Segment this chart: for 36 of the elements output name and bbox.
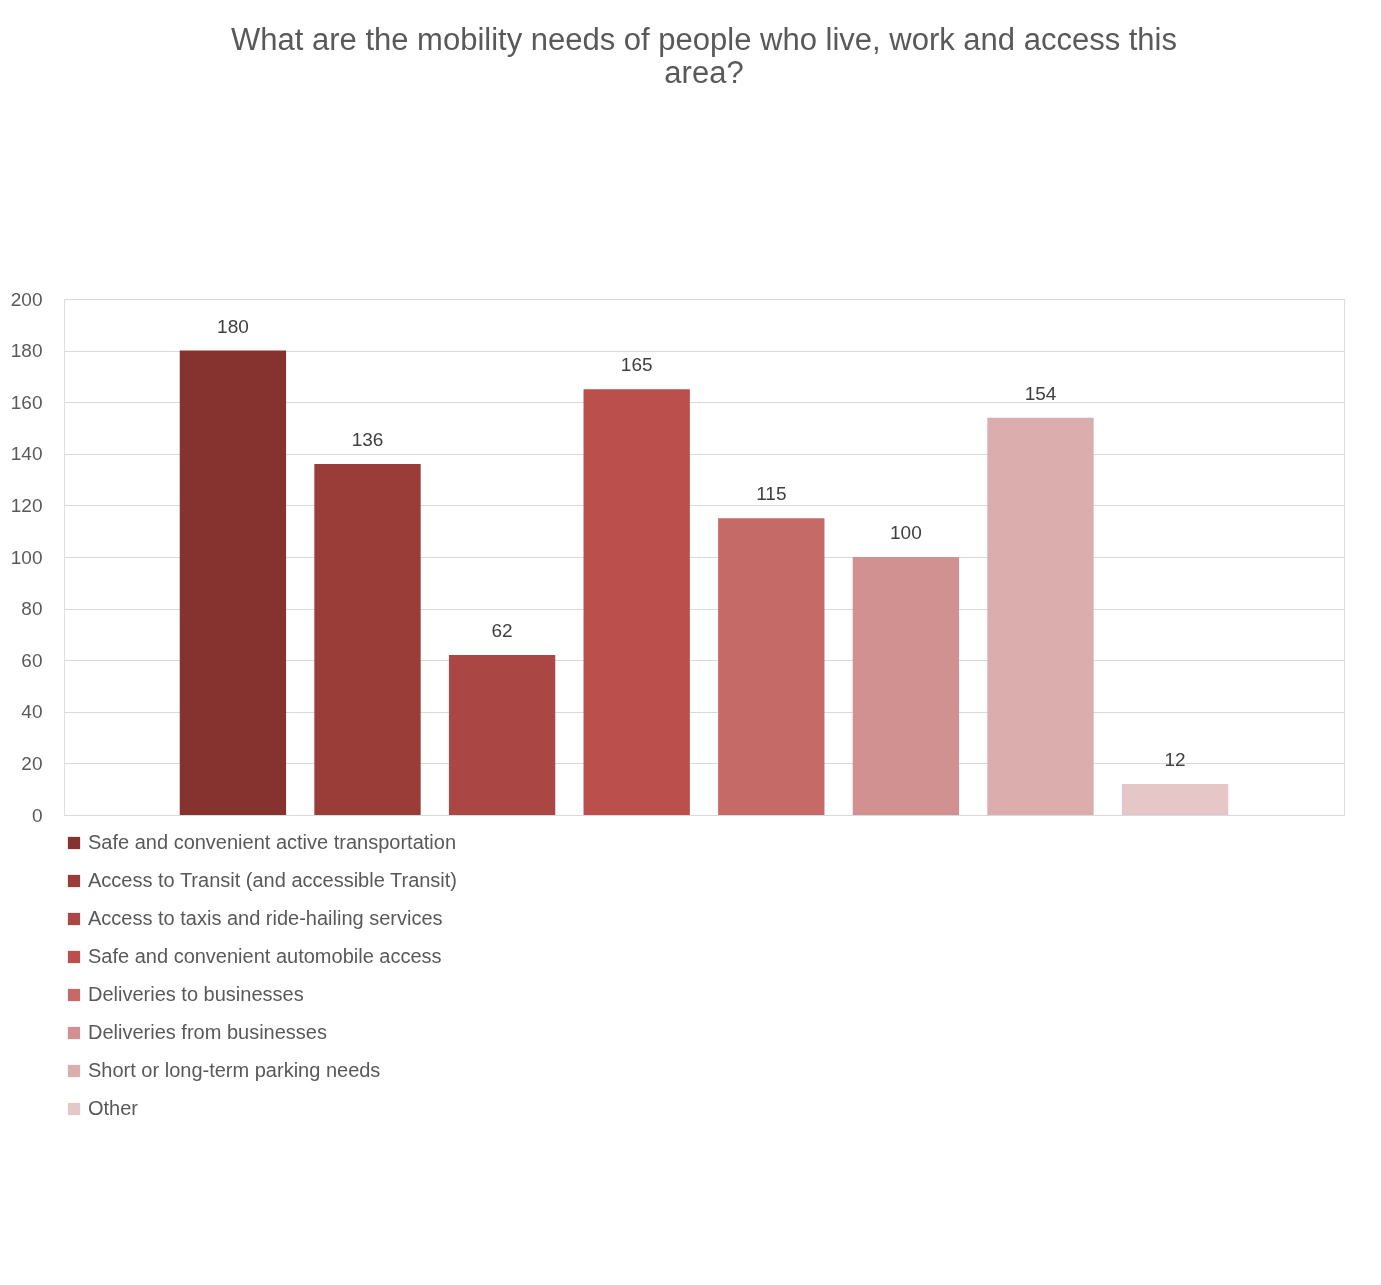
bar bbox=[314, 464, 421, 815]
data-label: 115 bbox=[756, 483, 787, 505]
data-label: 180 bbox=[217, 315, 249, 337]
data-label: 62 bbox=[491, 620, 513, 642]
legend-label: Safe and convenient active transportation bbox=[88, 831, 457, 853]
legend-label: Deliveries from businesses bbox=[88, 1021, 327, 1043]
data-label: 154 bbox=[1024, 382, 1057, 404]
bar bbox=[987, 417, 1094, 815]
data-label: 100 bbox=[890, 522, 922, 543]
legend-label: Other bbox=[88, 1097, 139, 1119]
bar bbox=[448, 655, 556, 815]
chart-title: What are the mobility needs of people who live, work and access this area? bbox=[231, 22, 1177, 90]
y-tick-label: 60 bbox=[21, 649, 43, 671]
y-tick-label: 140 bbox=[10, 443, 43, 465]
y-tick-label: 40 bbox=[21, 701, 43, 723]
y-tick-label: 200 bbox=[10, 288, 43, 310]
legend-label: Safe and convenient automobile access bbox=[88, 945, 442, 967]
y-tick-label: 100 bbox=[10, 546, 43, 568]
legend-label: Short or long-term parking needs bbox=[88, 1059, 381, 1081]
bar bbox=[718, 518, 825, 815]
y-tick-label: 120 bbox=[10, 494, 43, 516]
y-tick-label: 180 bbox=[10, 340, 43, 362]
data-label: 12 bbox=[1164, 749, 1186, 771]
legend-label: Access to Transit (and accessible Transit) bbox=[88, 869, 458, 891]
data-label: 165 bbox=[620, 354, 653, 376]
y-tick-label: 160 bbox=[10, 391, 43, 413]
y-tick-label: 0 bbox=[31, 804, 43, 826]
legend-label: Deliveries to businesses bbox=[88, 983, 304, 1005]
bar bbox=[583, 389, 690, 815]
bar bbox=[1121, 784, 1229, 815]
bar bbox=[179, 350, 287, 815]
y-tick-label: 80 bbox=[21, 598, 43, 620]
bar bbox=[852, 557, 960, 815]
y-tick-label: 20 bbox=[21, 752, 43, 774]
legend-label: Access to taxis and ride-hailing services bbox=[88, 907, 443, 929]
data-label: 136 bbox=[351, 429, 384, 451]
